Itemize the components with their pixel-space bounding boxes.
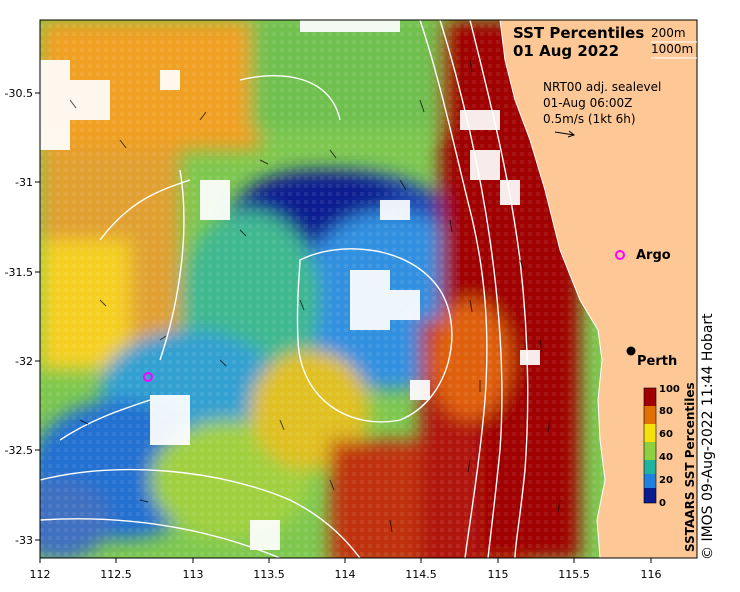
x-tick-label: 112 bbox=[30, 568, 51, 581]
y-tick-label: -32.5 bbox=[5, 444, 33, 457]
colorbar-tick: 0 bbox=[659, 498, 666, 509]
perth-marker bbox=[626, 346, 636, 356]
y-tick-label: -32 bbox=[15, 355, 33, 368]
x-tick-label: 115.5 bbox=[558, 568, 590, 581]
argo-label: Argo bbox=[636, 248, 671, 263]
colorbar-tick: 40 bbox=[659, 452, 673, 463]
y-axis: -30.5 -31 -31.5 -32 -32.5 -33 bbox=[5, 87, 33, 547]
map-date: 01 Aug 2022 bbox=[513, 42, 619, 60]
x-tick-label: 114.5 bbox=[405, 568, 437, 581]
current-scale-label: 0.5m/s (1kt 6h) bbox=[543, 112, 636, 126]
x-tick-label: 113.5 bbox=[253, 568, 285, 581]
contour-label-1000m: 1000m bbox=[651, 42, 693, 56]
map-title: SST Percentiles bbox=[513, 24, 644, 42]
colorbar-tick: 60 bbox=[659, 429, 673, 440]
x-tick-label: 115 bbox=[488, 568, 509, 581]
x-tick-label: 114 bbox=[335, 568, 356, 581]
sealevel-source: NRT00 adj. sealevel bbox=[543, 80, 661, 94]
contour-label-200m: 200m bbox=[651, 26, 686, 40]
perth-label: Perth bbox=[637, 354, 677, 369]
current-scale-arrow-icon bbox=[554, 130, 576, 138]
x-tick-label: 113 bbox=[183, 568, 204, 581]
x-tick-label: 116 bbox=[641, 568, 662, 581]
y-tick-label: -30.5 bbox=[5, 87, 33, 100]
colorbar-tick: 100 bbox=[659, 384, 680, 395]
y-tick-label: -31 bbox=[15, 176, 33, 189]
x-tick-label: 112.5 bbox=[100, 568, 132, 581]
sealevel-time: 01-Aug 06:00Z bbox=[543, 96, 632, 110]
y-tick-label: -31.5 bbox=[5, 266, 33, 279]
x-axis: 112 112.5 113 113.5 114 114.5 115 115.5 … bbox=[30, 568, 662, 581]
colorbar-tick: 20 bbox=[659, 475, 673, 486]
credit-line: © IMOS 09-Aug-2022 11:44 Hobart bbox=[700, 313, 716, 560]
colorbar: 100 80 60 40 20 0 SSTAARS SST Percentile… bbox=[643, 382, 697, 552]
colorbar-label: SSTAARS SST Percentiles bbox=[683, 382, 697, 552]
argo-marker-offshore bbox=[143, 372, 153, 382]
sst-field bbox=[40, 20, 697, 558]
colorbar-tick: 80 bbox=[659, 406, 673, 417]
argo-marker bbox=[615, 250, 625, 260]
y-tick-label: -33 bbox=[15, 534, 33, 547]
